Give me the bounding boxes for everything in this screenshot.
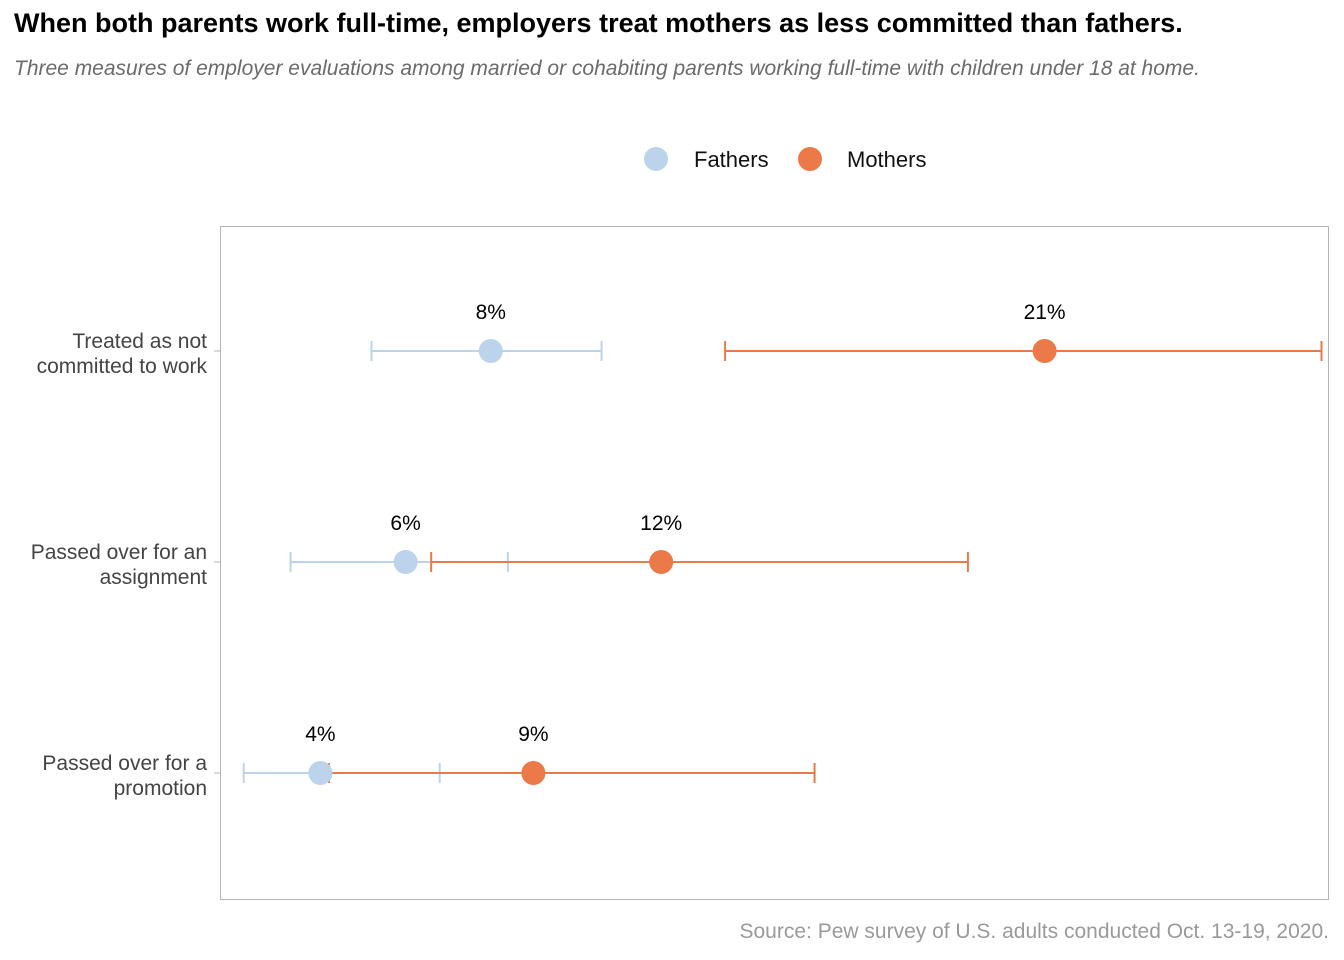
data-label-fathers: 4% — [305, 723, 335, 746]
y-category-label: Passed over for a promotion — [42, 752, 207, 800]
plot-panel — [220, 226, 1329, 900]
legend-label-mothers: Mothers — [847, 147, 926, 172]
legend-marker-mothers — [798, 147, 822, 171]
data-point-mothers — [1032, 339, 1057, 363]
chart-title: When both parents work full-time, employ… — [14, 8, 1183, 38]
legend-marker-fathers — [644, 147, 668, 171]
source-note: Source: Pew survey of U.S. adults conduc… — [739, 920, 1330, 943]
data-point-fathers — [478, 339, 503, 363]
y-category-label: Treated as not committed to work — [37, 330, 208, 378]
data-label-mothers: 12% — [640, 512, 682, 535]
data-point-fathers — [308, 761, 333, 785]
y-category-label: Passed over for an assignment — [31, 541, 207, 589]
y-axis-labels: Treated as not committed to work Passed ov… — [31, 330, 220, 800]
legend-label-fathers: Fathers — [694, 147, 769, 172]
data-label-mothers: 9% — [518, 723, 548, 746]
chart-subtitle: Three measures of employer evaluations a… — [14, 57, 1200, 80]
data-label-mothers: 21% — [1024, 301, 1066, 324]
data-point-mothers — [649, 550, 674, 574]
data-point-fathers — [393, 550, 418, 574]
data-point-mothers — [521, 761, 546, 785]
chart-marks: 8% 6% 4% 21% 12% 9% — [242, 301, 1323, 785]
data-label-fathers: 6% — [390, 512, 420, 535]
legend: Fathers Mothers — [644, 147, 926, 172]
data-label-fathers: 8% — [476, 301, 506, 324]
